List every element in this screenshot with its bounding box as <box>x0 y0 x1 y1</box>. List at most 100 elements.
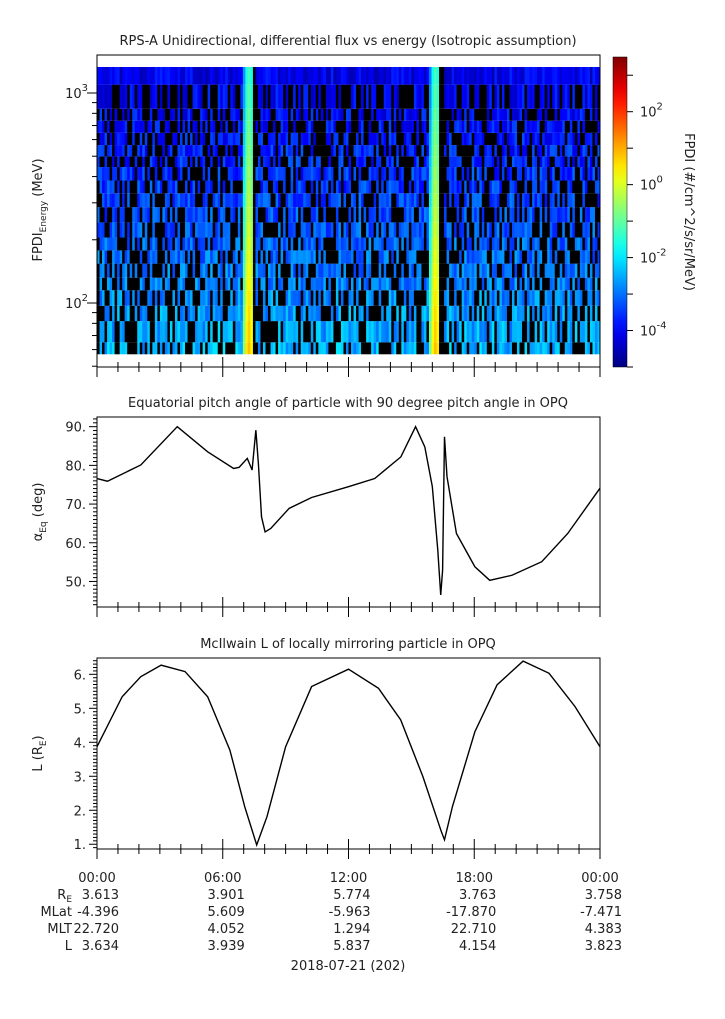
spectrogram-cell <box>285 167 289 181</box>
spectrogram-cell <box>356 207 359 223</box>
spectrogram-cell <box>582 250 586 264</box>
spectrogram-cell <box>255 132 259 146</box>
spectrogram-cell <box>451 290 455 306</box>
spectrogram-cell <box>371 305 375 322</box>
spectrogram-cell <box>376 222 380 238</box>
spectrogram-cell <box>567 263 571 278</box>
spectrogram-cell <box>517 263 520 278</box>
spectrogram-cell <box>423 237 427 251</box>
spectrogram-cell <box>232 145 236 157</box>
spectrogram-cell <box>280 321 284 343</box>
spectrogram-cell <box>129 120 133 133</box>
spectrogram-cell <box>509 263 513 278</box>
spectrogram-cell <box>434 167 437 181</box>
spectrogram-cell <box>408 66 412 85</box>
spectrogram-cell <box>225 305 229 322</box>
spectrogram-cell <box>122 145 126 157</box>
spectrogram-cell <box>162 108 166 121</box>
spectrogram-cell <box>436 193 440 208</box>
spectrogram-cell <box>212 277 216 291</box>
pitch-angle-y-tick-label: 90. <box>65 421 86 436</box>
spectrogram-cell <box>451 120 455 133</box>
spectrogram-cell <box>436 167 440 181</box>
spectrogram-cell <box>366 342 370 355</box>
spectrogram-cell <box>351 342 354 355</box>
spectrogram-cell <box>356 290 359 306</box>
spectrogram-cell <box>255 321 259 343</box>
spectrogram-cell <box>97 321 100 343</box>
spectrogram-cell <box>426 321 430 343</box>
spectrogram-cell <box>230 290 234 306</box>
spectrogram-cell <box>534 237 538 251</box>
spectrogram-cell <box>230 237 234 251</box>
spectrogram-cell <box>584 321 588 343</box>
spectrogram-cell <box>471 207 475 223</box>
spectrogram-cell <box>230 145 234 157</box>
spectrogram-cell <box>338 167 342 181</box>
spectrogram-cell <box>313 108 317 121</box>
spectrogram-cell <box>524 167 528 181</box>
spectrogram-cell <box>381 167 385 181</box>
spectrogram-cell <box>449 145 453 157</box>
spectrogram-cell <box>124 263 128 278</box>
spectrogram-cell <box>157 237 161 251</box>
pitch-angle-y-tick-label: 80. <box>65 459 86 474</box>
spectrogram-cell <box>225 263 229 278</box>
spectrogram-cell <box>514 263 518 278</box>
spectrogram-cell <box>418 237 422 251</box>
spectrogram-cell <box>361 290 364 306</box>
spectrogram-cell <box>391 167 395 181</box>
spectrogram-cell <box>285 250 289 264</box>
spectrogram-cell <box>310 321 314 343</box>
spectrogram-cell <box>386 321 390 343</box>
spectrogram-cell <box>227 342 231 355</box>
spectrogram-cell <box>589 263 593 278</box>
spectrogram-cell <box>572 145 576 157</box>
spectrogram-cell <box>383 207 387 223</box>
spectrogram-cell <box>330 156 334 168</box>
spectrogram-cell <box>162 277 166 291</box>
spectrogram-cell <box>454 263 458 278</box>
spectrogram-cell <box>315 222 319 238</box>
spectrogram-cell <box>461 180 465 194</box>
spectrogram-cell <box>537 132 541 146</box>
spectrogram-cell <box>303 222 307 238</box>
spectrogram-cell <box>569 290 573 306</box>
spectrogram-cell <box>373 156 377 168</box>
spectrogram-cell <box>107 277 110 291</box>
spectrogram-cell <box>361 305 364 322</box>
spectrogram-cell <box>501 277 505 291</box>
spectrogram-cell <box>157 263 161 278</box>
spectrogram-cell <box>577 222 581 238</box>
spectrogram-cell <box>537 180 541 194</box>
spectrogram-cell <box>187 120 191 133</box>
spectrogram-cell <box>479 156 483 168</box>
spectrogram-cell <box>554 321 558 343</box>
spectrogram-cell <box>491 321 495 343</box>
spectrogram-cell <box>371 250 375 264</box>
spectrogram-cell <box>542 222 546 238</box>
spectrogram-cell <box>356 342 359 355</box>
spectrogram-cell <box>479 167 483 181</box>
spectrogram-cell <box>373 167 377 181</box>
spectrogram-cell <box>418 321 422 343</box>
spectrogram-cell <box>187 66 191 85</box>
spectrogram-cell <box>456 193 460 208</box>
spectrogram-cell <box>484 207 488 223</box>
colorbar-label: FPDI (#/cm^2/s/sr/MeV) <box>681 133 696 291</box>
spectrogram-cell <box>245 222 249 238</box>
spectrogram-cell <box>109 180 113 194</box>
spectrogram-cell <box>318 180 322 194</box>
l-shell-title: McIlwain L of locally mirroring particle… <box>200 637 496 652</box>
spectrogram-cell <box>451 277 455 291</box>
spectrogram-cell <box>506 167 510 181</box>
spectrogram-cell <box>489 167 493 181</box>
spectrogram-cell <box>97 145 100 157</box>
spectrogram-cell <box>446 207 450 223</box>
spectrogram-cell <box>169 84 173 109</box>
spectrogram-cell <box>491 108 495 121</box>
spectrogram-cell <box>295 180 299 194</box>
spectrogram-cell <box>252 156 256 168</box>
spectrogram-cell <box>283 342 287 355</box>
spectrogram-cell <box>368 207 372 223</box>
